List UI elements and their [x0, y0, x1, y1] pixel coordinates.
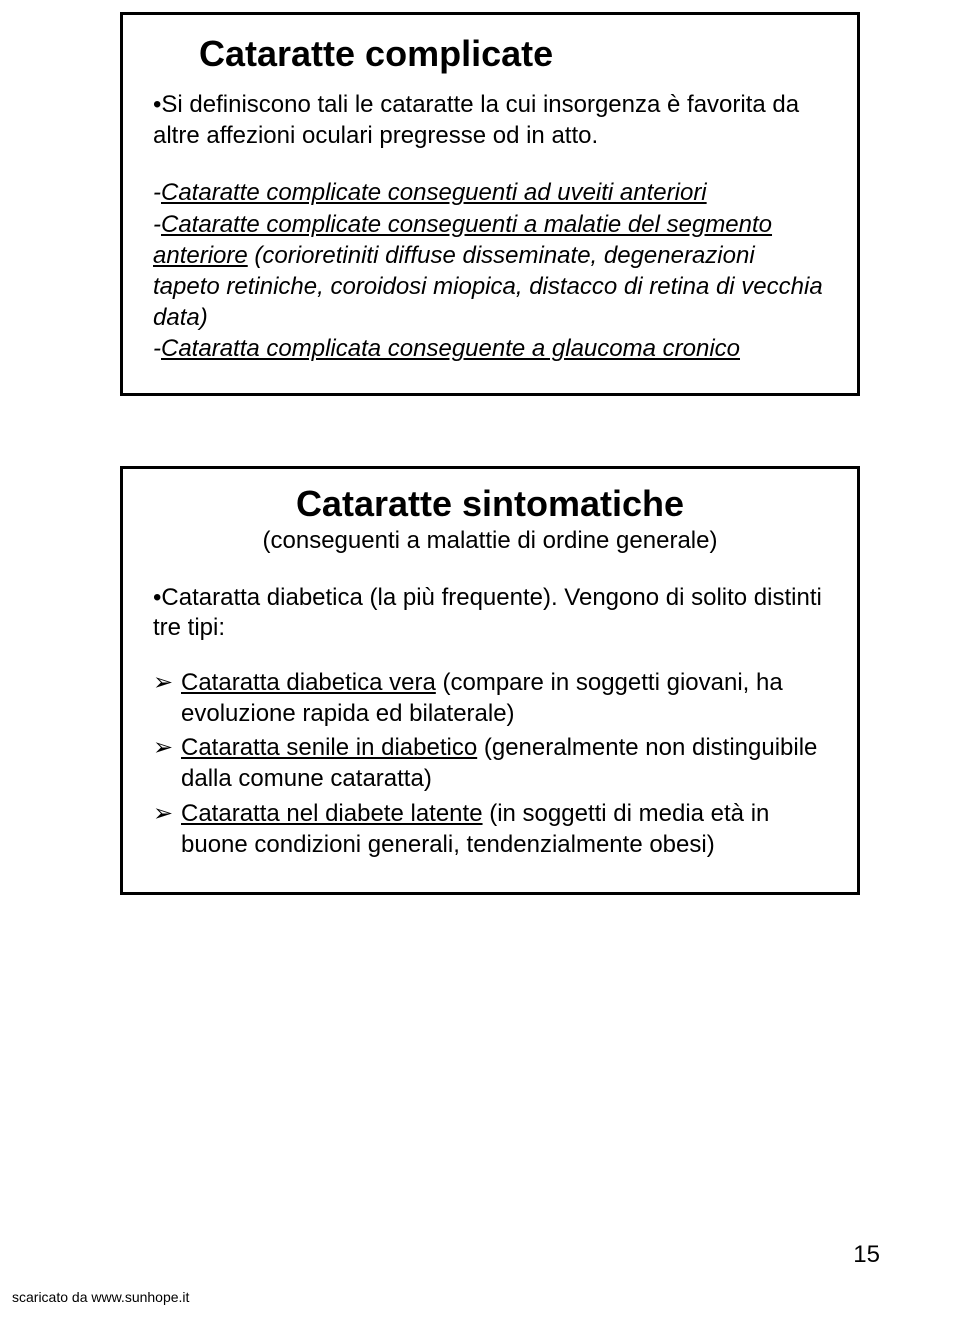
box2-intro: •Cataratta diabetica (la più frequente).…	[153, 583, 827, 644]
footer-source: scaricato da www.sunhope.it	[12, 1289, 189, 1305]
box2-item3: ➢Cataratta nel diabete latente (in sogge…	[153, 799, 827, 860]
para2-prefix: -	[153, 211, 161, 238]
item3-underlined: Cataratta nel diabete latente	[181, 800, 483, 827]
box1-para1: -Cataratte complicate conseguenti ad uve…	[153, 177, 827, 208]
arrow-icon: ➢	[153, 668, 181, 699]
para2-rest: (corioretiniti diffuse disseminate, dege…	[153, 242, 823, 331]
item1-underlined: Cataratta diabetica vera	[181, 669, 436, 696]
box1-para3: -Cataratta complicata conseguente a glau…	[153, 333, 827, 364]
box2-item1: ➢Cataratta diabetica vera (compare in so…	[153, 668, 827, 729]
box-cataratte-sintomatiche: Cataratte sintomatiche (conseguenti a ma…	[120, 466, 860, 896]
item2-underlined: Cataratta senile in diabetico	[181, 734, 477, 761]
para1-underlined: Cataratte complicate conseguenti ad uvei…	[161, 179, 707, 206]
page-number: 15	[853, 1241, 880, 1269]
arrow-icon: ➢	[153, 733, 181, 764]
box-cataratte-complicate: Cataratte complicate •Si definiscono tal…	[120, 12, 860, 396]
box2-subtitle: (conseguenti a malattie di ordine genera…	[153, 527, 827, 555]
para3-prefix: -	[153, 335, 161, 362]
para1-prefix: -	[153, 179, 161, 206]
page-container: Cataratte complicate •Si definiscono tal…	[0, 0, 960, 895]
box1-intro: •Si definiscono tali le cataratte la cui…	[153, 89, 827, 151]
box2-title: Cataratte sintomatiche	[153, 483, 827, 525]
box2-item2: ➢Cataratta senile in diabetico (generalm…	[153, 733, 827, 794]
box1-title: Cataratte complicate	[199, 33, 827, 75]
arrow-icon: ➢	[153, 799, 181, 830]
para3-underlined: Cataratta complicata conseguente a glauc…	[161, 335, 740, 362]
box1-para2: -Cataratte complicate conseguenti a mala…	[153, 209, 827, 334]
